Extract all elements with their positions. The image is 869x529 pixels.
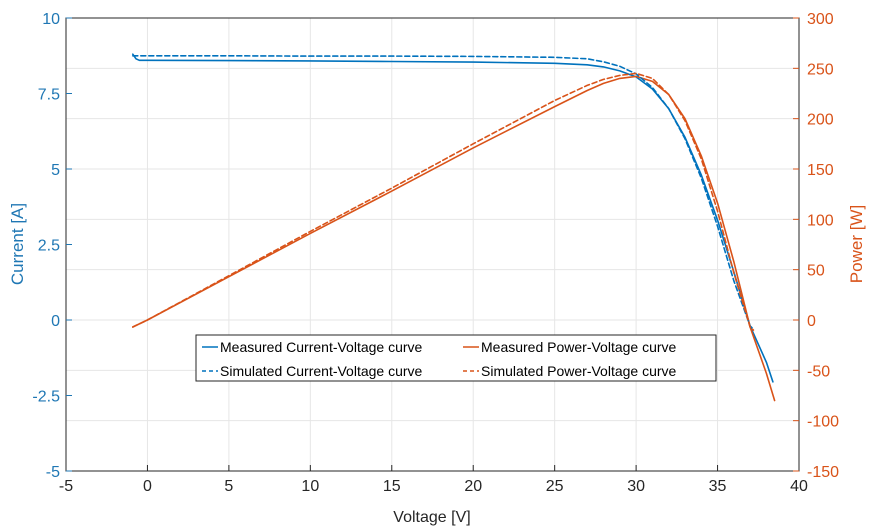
series-line-simulated-current-voltage-curve — [132, 54, 755, 330]
legend: Measured Current-Voltage curve Measured … — [195, 334, 717, 382]
plot-area — [66, 18, 799, 471]
y-left-tick-label: 10 — [42, 11, 60, 28]
y-left-tick-label: 5 — [51, 162, 60, 179]
y-right-tick-label: 200 — [807, 112, 834, 129]
x-tick-label: -5 — [59, 478, 73, 495]
series-line-measured-current-voltage-curve — [132, 53, 774, 383]
curves — [132, 53, 776, 402]
x-tick-label: 40 — [790, 478, 808, 495]
y-left-tick-label: 2.5 — [38, 238, 60, 255]
y-right-axis-label: Power [W] — [847, 205, 866, 283]
y-right-tick-label: -150 — [807, 464, 839, 481]
x-tick-label: 25 — [546, 478, 564, 495]
x-tick-label: 30 — [627, 478, 645, 495]
axis-ticks: -5 0 5 10 15 20 25 30 35 40-150-100-5005010015020… — [32, 11, 839, 495]
y-right-tick-label: -100 — [807, 414, 839, 431]
legend-label-simulated-power: Simulated Power-Voltage curve — [481, 363, 677, 379]
x-tick-label: 35 — [709, 478, 727, 495]
y-left-tick-label: 0 — [51, 313, 60, 330]
x-axis-label: Voltage [V] — [393, 509, 470, 526]
x-tick-label: 10 — [301, 478, 319, 495]
y-right-tick-label: -50 — [807, 363, 830, 380]
x-tick-label: 5 — [224, 478, 233, 495]
y-left-tick-label: 7.5 — [38, 87, 60, 104]
legend-label-measured-current: Measured Current-Voltage curve — [220, 339, 423, 355]
x-tick-label: 0 — [143, 478, 152, 495]
legend-label-simulated-current: Simulated Current-Voltage curve — [220, 363, 423, 379]
legend-box — [195, 334, 717, 382]
y-right-tick-label: 300 — [807, 11, 834, 28]
series-line-measured-power-voltage-curve — [132, 75, 776, 402]
x-tick-label: 15 — [383, 478, 401, 495]
y-right-tick-label: 250 — [807, 61, 834, 78]
y-left-axis-label: Current [A] — [8, 203, 27, 285]
y-left-tick-label: -5 — [46, 464, 60, 481]
y-right-tick-label: 0 — [807, 313, 816, 330]
y-right-tick-label: 100 — [807, 212, 834, 229]
legend-label-measured-power: Measured Power-Voltage curve — [481, 339, 677, 355]
y-left-tick-label: -2.5 — [32, 389, 60, 406]
y-right-tick-label: 150 — [807, 162, 834, 179]
x-tick-label: 20 — [464, 478, 482, 495]
y-right-tick-label: 50 — [807, 263, 825, 280]
series-line-simulated-power-voltage-curve — [132, 72, 755, 331]
